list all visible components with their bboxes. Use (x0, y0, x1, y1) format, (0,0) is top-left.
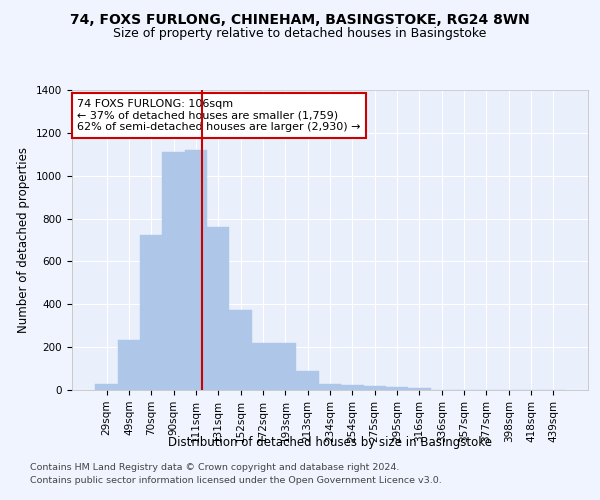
Text: 74, FOXS FURLONG, CHINEHAM, BASINGSTOKE, RG24 8WN: 74, FOXS FURLONG, CHINEHAM, BASINGSTOKE,… (70, 12, 530, 26)
Text: Contains HM Land Registry data © Crown copyright and database right 2024.: Contains HM Land Registry data © Crown c… (30, 464, 400, 472)
Bar (185, 150, 207, 390)
Bar (364, 386, 386, 390)
Text: Contains public sector information licensed under the Open Government Licence v3: Contains public sector information licen… (30, 476, 442, 485)
Text: Distribution of detached houses by size in Basingstoke: Distribution of detached houses by size … (168, 436, 492, 449)
Bar (296, 370, 319, 390)
Bar (229, 310, 252, 390)
Bar (207, 227, 229, 390)
Text: 74 FOXS FURLONG: 106sqm
← 37% of detached houses are smaller (1,759)
62% of semi: 74 FOXS FURLONG: 106sqm ← 37% of detache… (77, 99, 361, 132)
Text: Size of property relative to detached houses in Basingstoke: Size of property relative to detached ho… (113, 28, 487, 40)
Y-axis label: Number of detached properties: Number of detached properties (17, 147, 31, 333)
Bar (341, 384, 364, 390)
Bar (319, 384, 341, 390)
Bar (118, 340, 140, 390)
Bar (95, 384, 118, 390)
Bar (386, 387, 408, 390)
Bar (408, 388, 431, 390)
Bar (140, 234, 163, 390)
Bar (252, 343, 274, 390)
Bar (163, 152, 185, 390)
Bar (274, 343, 296, 390)
